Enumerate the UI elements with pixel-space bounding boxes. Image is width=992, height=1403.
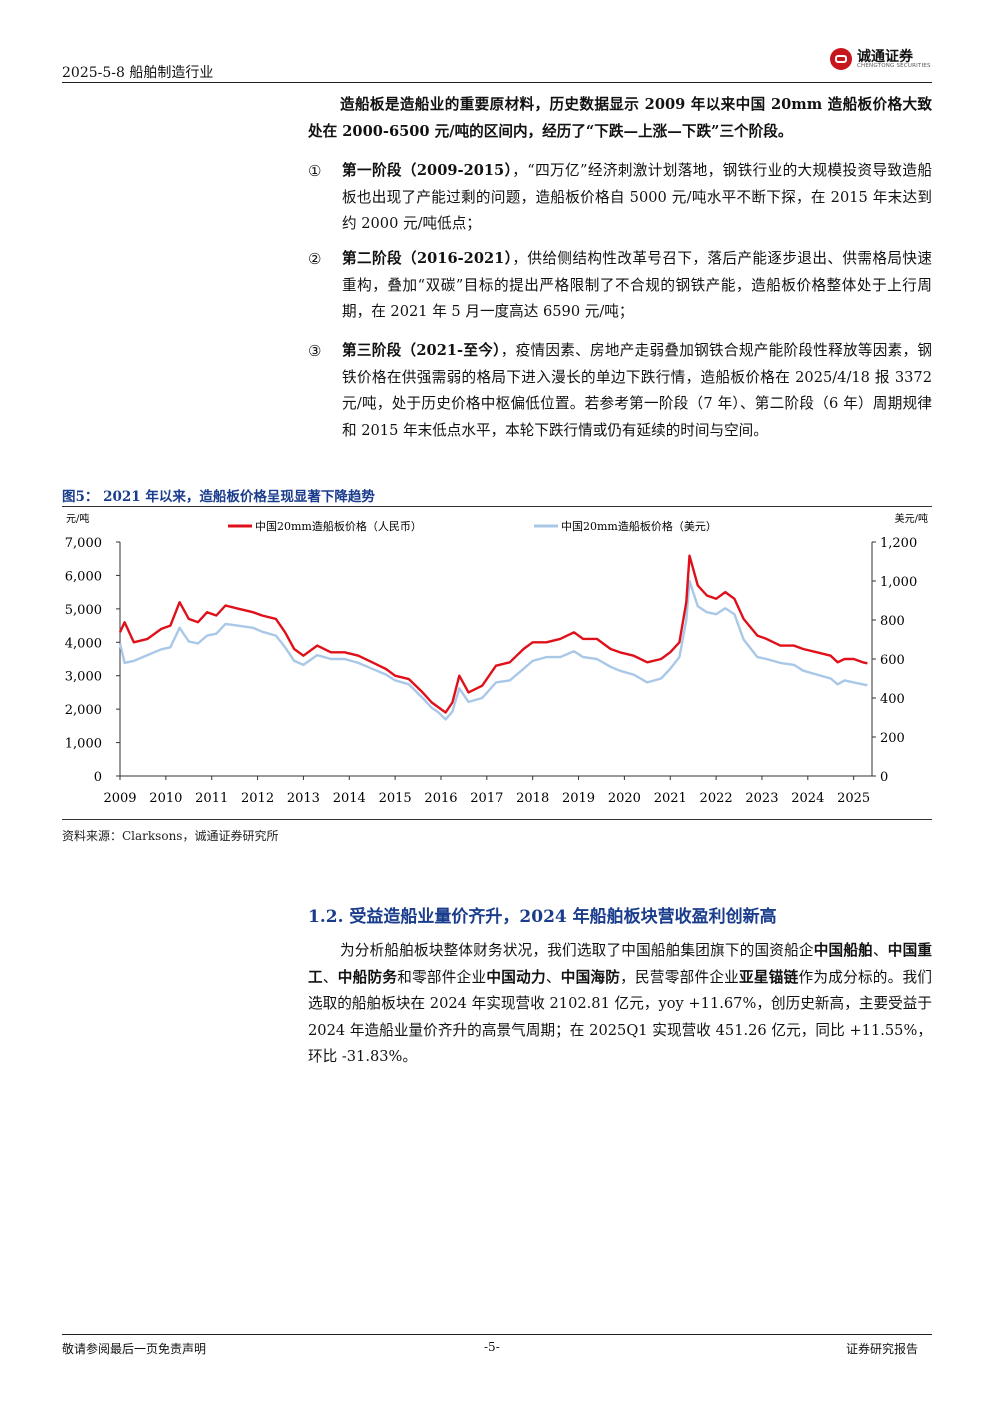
x-tick-label: 2016 [424, 791, 457, 806]
body-paragraph: 为分析船舶板块整体财务状况，我们选取了中国船舶集团旗下的国资船企中国船舶、中国重… [308, 938, 932, 1071]
legend: 中国20mm造船板价格（人民币） 中国20mm造船板价格（美元） [228, 519, 717, 533]
stage-number: ③ [308, 342, 322, 360]
separator: 、 [545, 968, 561, 986]
body-text: 和零部件企业 [397, 968, 487, 986]
stage-2: ② 第二阶段（2016-2021），供给侧结构性改革号召下，落后产能逐步退出、供… [308, 246, 932, 326]
intro-paragraph: 造船板是造船业的重要原材料，历史数据显示 2009 年以来中国 20mm 造船板… [308, 96, 932, 140]
x-tick-label: 2013 [287, 791, 320, 806]
right-tick-label: 0 [880, 770, 888, 785]
right-tick-label: 1,200 [880, 536, 917, 551]
stage-body: ，疫情因素、房地产走弱叠加钢铁合规产能阶段性释放等因素，钢铁价格在供强需弱的格局… [342, 342, 932, 439]
left-tick-label: 2,000 [65, 703, 102, 718]
body-text: ，民营零部件企业 [620, 968, 740, 986]
left-tick-label: 7,000 [65, 536, 102, 551]
left-tick-label: 3,000 [65, 670, 102, 685]
footer-report-type: 证券研究报告 [846, 1342, 919, 1356]
right-unit-label: 美元/吨 [895, 512, 928, 525]
figure-top-rule [62, 506, 932, 507]
page-number: -5- [484, 1340, 500, 1354]
stage-title: 第三阶段（2021-至今） [342, 342, 501, 359]
right-tick-label: 200 [880, 731, 905, 746]
header-rule [62, 82, 932, 83]
logo-name: 诚通证券 [857, 49, 913, 65]
x-tick-label: 2017 [470, 791, 503, 806]
figure-title: 图5： 2021 年以来，造船板价格呈现显著下降趋势 [62, 489, 375, 505]
body-text: 作为成分标的。我们选取的船舶板块在 2024 年实现营收 2102.81 亿元，… [308, 968, 932, 1066]
x-tick-label: 2012 [241, 791, 274, 806]
left-tick-label: 1,000 [65, 737, 102, 752]
stage-title: 第二阶段（2016-2021） [342, 250, 513, 267]
x-tick-label: 2020 [608, 791, 641, 806]
figure-source: 资料来源：Clarksons，诚通证券研究所 [62, 829, 279, 843]
company-name: 中国海防 [560, 968, 621, 986]
separator: 、 [872, 942, 888, 959]
section-heading: 1.2. 受益造船业量价齐升，2024 年船舶板块营收盈利创新高 [308, 907, 777, 927]
separator: 、 [322, 968, 338, 986]
company-logo: 诚通证券 CHENGTONG SECURITIES [830, 46, 930, 72]
left-tick-label: 5,000 [65, 603, 102, 618]
x-tick-label: 2021 [654, 791, 687, 806]
x-tick-label: 2015 [379, 791, 412, 806]
stage-3: ③ 第三阶段（2021-至今），疫情因素、房地产走弱叠加钢铁合规产能阶段性释放等… [308, 338, 932, 444]
series-line-usd [118, 579, 868, 721]
stage-title: 第一阶段（2009-2015） [342, 162, 513, 179]
x-tick-label: 2023 [745, 791, 778, 806]
legend-label-usd: 中国20mm造船板价格（美元） [561, 519, 717, 533]
body-text: 为分析船舶板块整体财务状况，我们选取了中国船舶集团旗下的国资船企 [340, 942, 814, 959]
x-tick-label: 2025 [837, 791, 870, 806]
x-tick-label: 2019 [562, 791, 595, 806]
x-tick-label: 2018 [516, 791, 549, 806]
x-tick-label: 2022 [700, 791, 733, 806]
x-tick-label: 2024 [791, 791, 824, 806]
footer-rule [62, 1334, 932, 1335]
stage-body: ，供给侧结构性改革号召下，落后产能逐步退出、供需格局快速重构，叠加“双碳”目标的… [342, 250, 932, 320]
right-tick-label: 400 [880, 692, 905, 707]
left-unit-label: 元/吨 [66, 512, 89, 525]
legend-label-rmb: 中国20mm造船板价格（人民币） [255, 519, 422, 533]
company-name: 中国船舶 [813, 942, 873, 959]
right-tick-label: 600 [880, 653, 905, 668]
x-tick-label: 2009 [103, 791, 136, 806]
footer-disclaimer: 敬请参阅最后一页免责声明 [62, 1342, 207, 1356]
right-tick-label: 800 [880, 614, 905, 629]
logo-icon [830, 48, 852, 70]
company-name: 亚星锚链 [739, 968, 799, 986]
stage-number: ② [308, 250, 322, 268]
stage-1: ① 第一阶段（2009-2015），“四万亿”经济刺激计划落地，钢铁行业的大规模… [308, 158, 932, 238]
stage-number: ① [308, 162, 322, 180]
x-tick-label: 2014 [333, 791, 366, 806]
x-tick-label: 2010 [149, 791, 182, 806]
series-line-rmb [118, 554, 868, 714]
header-title: 2025-5-8 船舶制造行业 [62, 65, 214, 81]
company-name: 中国动力 [486, 968, 546, 986]
stage-body: ，“四万亿”经济刺激计划落地，钢铁行业的大规模投资导致造船板也出现了产能过剩的问… [342, 162, 932, 232]
company-name: 中船防务 [337, 968, 398, 986]
left-tick-label: 6,000 [65, 569, 102, 584]
company-name: 中国重工 [308, 942, 932, 986]
left-tick-label: 4,000 [65, 636, 102, 651]
figure-bottom-rule [62, 819, 932, 820]
right-tick-label: 1,000 [880, 575, 917, 590]
logo-english: CHENGTONG SECURITIES [857, 63, 931, 69]
price-chart: 元/吨 美元/吨 中国20mm造船板价格（人民币） 中国20mm造船板价格（美元… [65, 512, 928, 806]
x-tick-label: 2011 [195, 791, 228, 806]
left-tick-label: 0 [94, 770, 102, 785]
